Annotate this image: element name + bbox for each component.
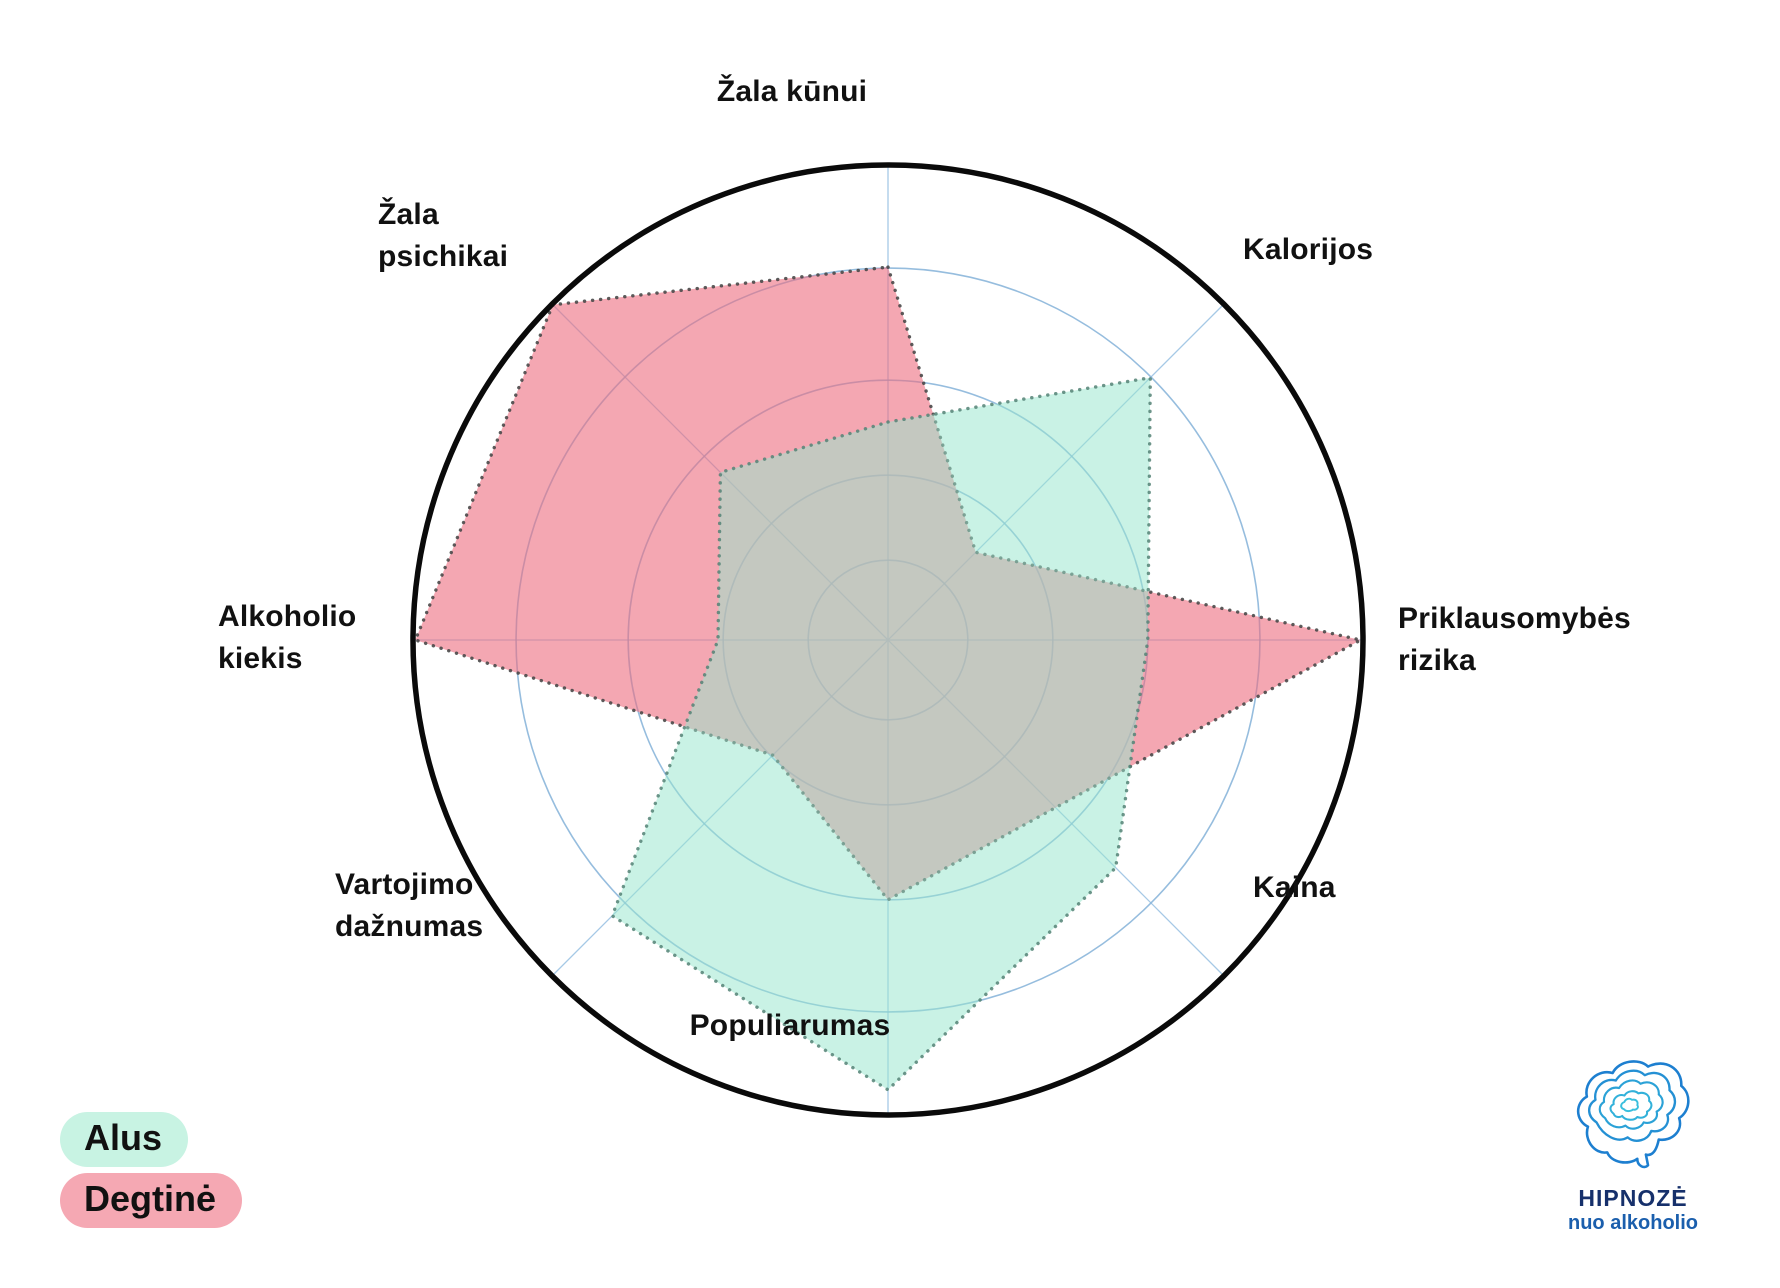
- axis-label-kaina: Kaina: [1253, 871, 1336, 904]
- legend-item-degtine: Degtinė: [60, 1173, 243, 1228]
- axis-label-alkoholio-kiekis: Alkoholio kiekis: [218, 600, 357, 675]
- axis-label-kalorijos: Kalorijos: [1243, 233, 1374, 266]
- axis-label-zala-kunui: Žala kūnui: [716, 75, 868, 108]
- legend: Alus Degtinė: [60, 1112, 243, 1228]
- radar-outer-circle: [410, 162, 1366, 1118]
- legend-item-alus: Alus: [60, 1112, 189, 1167]
- series-polygon-alus: [610, 376, 1153, 1092]
- brand-logo: HIPNOZĖ nuo alkoholio: [1548, 1058, 1718, 1235]
- brain-fingerprint-icon: [1576, 1060, 1690, 1169]
- axis-label-vartojimo-daznumas: Vartojimo dažnumas: [335, 868, 484, 943]
- radar-series-polygons: [413, 265, 1363, 1092]
- axis-label-populiarumas: Populiarumas: [689, 1009, 891, 1042]
- logo-title: HIPNOZĖ: [1578, 1185, 1688, 1211]
- axis-label-priklausomybes-rizika: Priklausomybės rizika: [1398, 602, 1631, 677]
- logo-subtitle: nuo alkoholio: [1568, 1212, 1698, 1234]
- axis-label-zala-psichikai: Žala psichikai: [378, 198, 509, 273]
